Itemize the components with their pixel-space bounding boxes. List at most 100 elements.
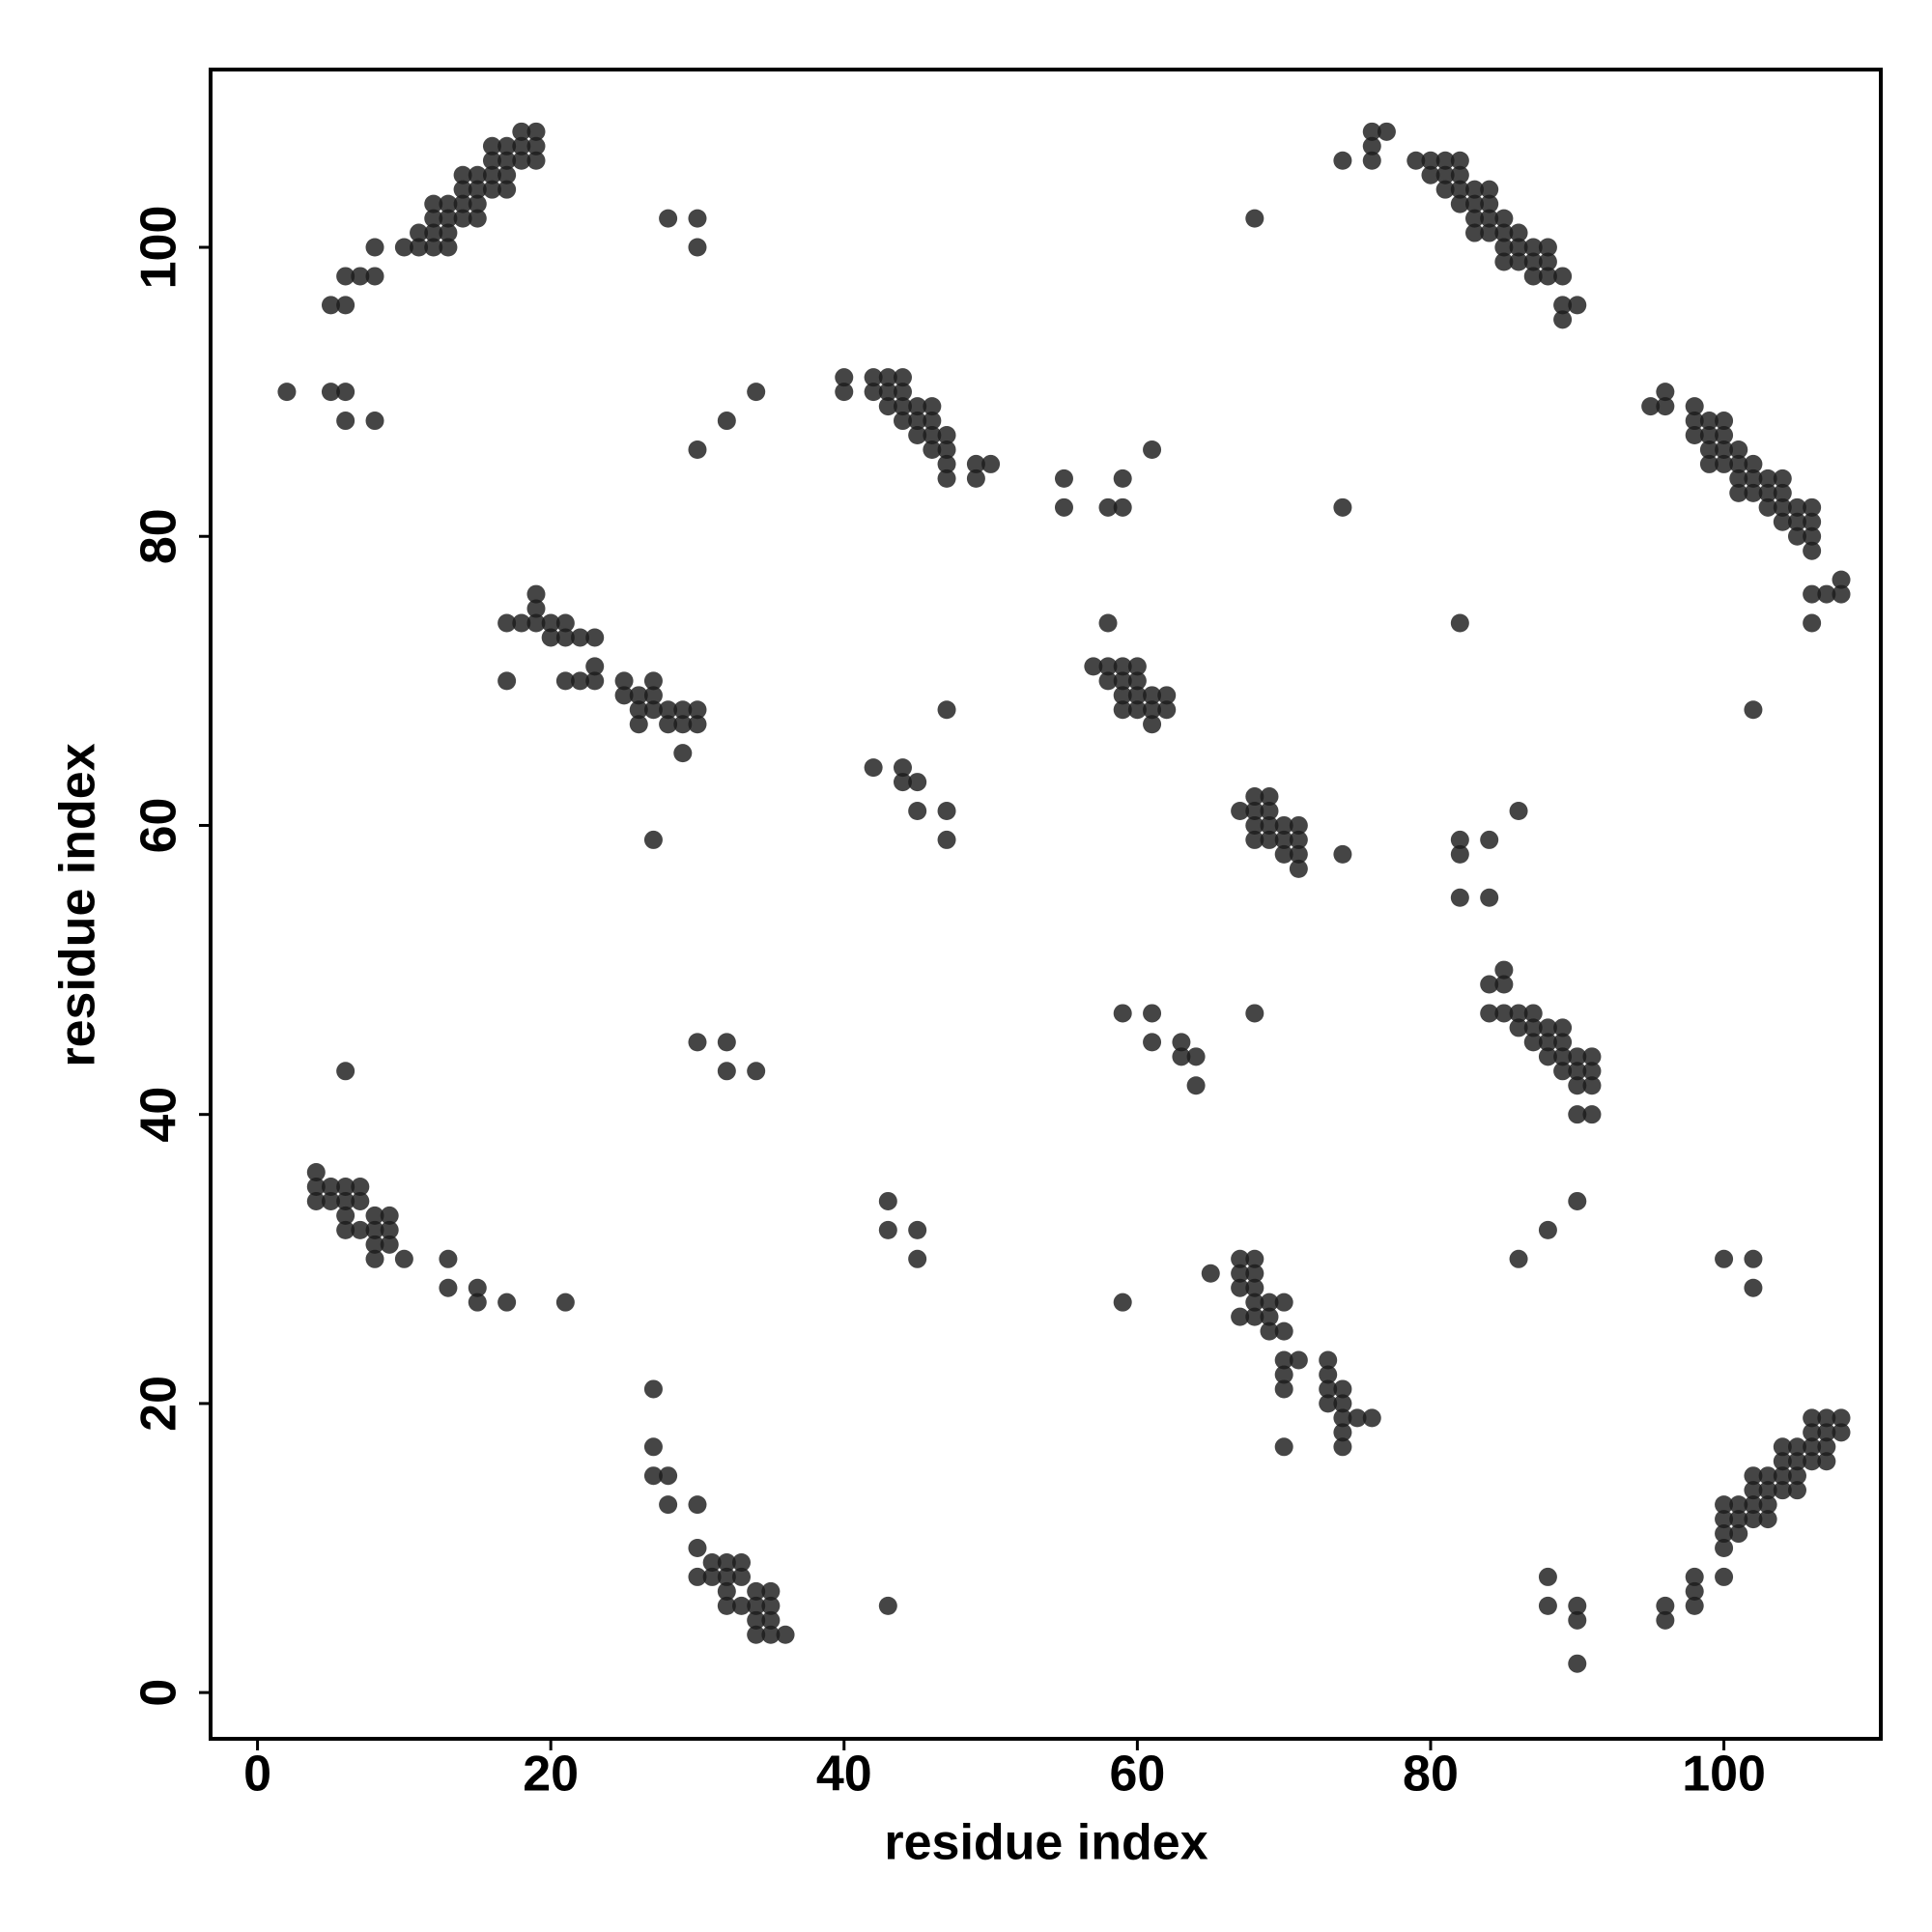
point — [1787, 1437, 1806, 1457]
point — [1568, 1596, 1587, 1615]
point — [1245, 1004, 1264, 1023]
point — [410, 223, 429, 242]
point — [1582, 1062, 1602, 1081]
point — [336, 1220, 355, 1239]
point — [981, 454, 1001, 473]
point — [1406, 151, 1426, 170]
point — [468, 1293, 487, 1312]
point — [1685, 412, 1704, 431]
point — [1143, 1004, 1162, 1023]
point — [453, 209, 472, 228]
point — [1245, 1264, 1264, 1283]
point — [1201, 1264, 1220, 1283]
point — [908, 426, 927, 445]
point — [1333, 151, 1352, 170]
point — [893, 368, 912, 387]
point — [1333, 497, 1352, 517]
point — [497, 151, 517, 170]
point — [1729, 1510, 1748, 1529]
point — [1787, 497, 1806, 517]
point — [1435, 165, 1455, 185]
point — [1509, 238, 1528, 257]
point — [688, 1567, 707, 1586]
point — [321, 1191, 340, 1210]
point — [1803, 512, 1822, 531]
point — [1744, 1278, 1763, 1297]
point — [1509, 223, 1528, 242]
point — [1494, 209, 1514, 228]
point — [1172, 1033, 1191, 1052]
point — [1553, 1047, 1573, 1066]
point — [1699, 454, 1719, 473]
y-tick-label: 20 — [131, 1376, 187, 1432]
x-tick-label: 60 — [1109, 1747, 1165, 1803]
point — [1568, 1076, 1587, 1095]
point — [614, 671, 634, 691]
point — [732, 1567, 752, 1586]
point — [1450, 165, 1469, 185]
point — [541, 613, 560, 633]
point — [482, 165, 501, 185]
point — [336, 1206, 355, 1225]
point — [1435, 151, 1455, 170]
point — [1568, 1105, 1587, 1124]
point — [1773, 1481, 1792, 1500]
point — [1465, 223, 1485, 242]
point — [1553, 1062, 1573, 1081]
point — [1758, 1466, 1777, 1486]
point — [1231, 1278, 1250, 1297]
point — [893, 397, 912, 416]
point — [1494, 960, 1514, 980]
point — [878, 397, 897, 416]
point — [1715, 412, 1734, 431]
point — [1787, 1481, 1806, 1500]
point — [439, 1249, 458, 1268]
point — [1758, 1510, 1777, 1529]
point — [776, 1625, 795, 1644]
point — [571, 628, 590, 647]
point — [1245, 815, 1264, 835]
point — [1260, 787, 1279, 807]
point — [1787, 512, 1806, 531]
point — [1803, 1423, 1822, 1442]
point — [1274, 1365, 1293, 1384]
point — [1568, 1047, 1587, 1066]
point — [1817, 1423, 1836, 1442]
point — [1274, 1293, 1293, 1312]
point — [1289, 844, 1308, 864]
point — [1274, 844, 1293, 864]
point — [365, 412, 384, 431]
point — [937, 454, 956, 473]
point — [1465, 194, 1485, 213]
y-tick-label: 80 — [131, 508, 187, 564]
point — [717, 1033, 736, 1052]
point — [732, 1552, 752, 1572]
point — [1113, 497, 1132, 517]
point — [1523, 252, 1543, 271]
point — [336, 1191, 355, 1210]
point — [1245, 1278, 1264, 1297]
point — [1744, 700, 1763, 720]
point — [1699, 440, 1719, 459]
point — [365, 1249, 384, 1268]
point — [747, 1062, 766, 1081]
point — [1523, 238, 1543, 257]
point — [908, 773, 927, 792]
point — [923, 397, 942, 416]
point — [1509, 1018, 1528, 1037]
point — [1568, 296, 1587, 315]
point — [1260, 830, 1279, 849]
point — [1274, 815, 1293, 835]
point — [1773, 512, 1792, 531]
point — [835, 368, 854, 387]
point — [1127, 686, 1147, 705]
point — [893, 383, 912, 402]
point — [864, 368, 883, 387]
point — [1656, 383, 1675, 402]
point — [1803, 1437, 1822, 1457]
point — [497, 165, 517, 185]
point — [1186, 1047, 1206, 1066]
point — [1803, 497, 1822, 517]
